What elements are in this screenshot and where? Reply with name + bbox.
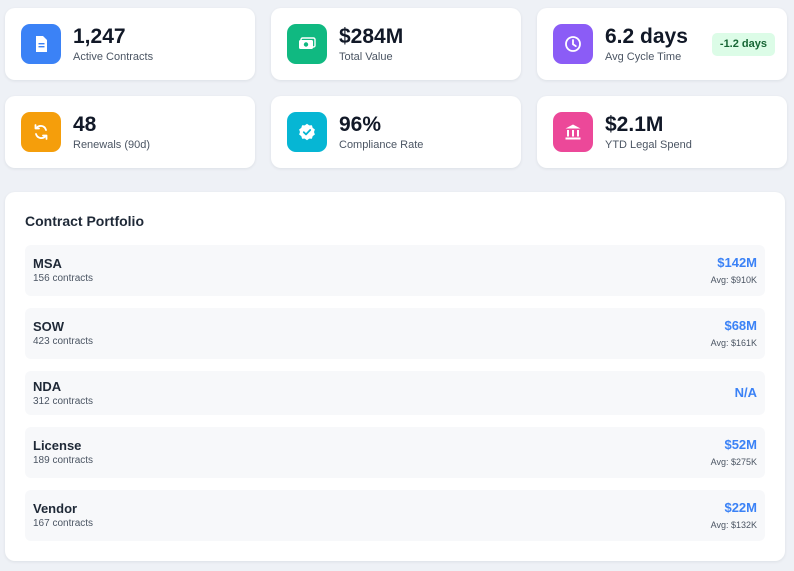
panel-title: Contract Portfolio: [25, 213, 144, 229]
cash-icon: [287, 24, 327, 64]
stat-value: 48: [73, 112, 97, 136]
stat-label: Avg Cycle Time: [605, 50, 682, 63]
portfolio-row-license[interactable]: License 189 contracts $52M Avg: $275K: [25, 427, 765, 478]
contract-count: 189 contracts: [33, 455, 94, 466]
contract-type-name: License: [33, 438, 82, 453]
contract-count: 423 contracts: [33, 336, 94, 347]
stat-value: 1,247: [73, 24, 126, 48]
stat-card-total-value[interactable]: $284M Total Value: [271, 8, 521, 80]
portfolio-row-nda[interactable]: NDA 312 contracts N/A: [25, 371, 765, 415]
verified-badge-icon: [287, 112, 327, 152]
contract-avg-value: Avg: $275K: [710, 456, 757, 467]
stat-value: 6.2 days: [605, 24, 688, 48]
stat-label: Total Value: [339, 50, 393, 63]
portfolio-row-vendor[interactable]: Vendor 167 contracts $22M Avg: $132K: [25, 490, 765, 541]
stat-label: Compliance Rate: [339, 138, 424, 151]
bank-icon: [553, 112, 593, 152]
contract-total-value: N/A: [734, 385, 757, 400]
stats-grid: 1,247 Active Contracts $284M Total Value…: [5, 8, 787, 168]
stat-card-ytd-legal-spend[interactable]: $2.1M YTD Legal Spend: [537, 96, 787, 168]
contract-count: 156 contracts: [33, 273, 94, 284]
contract-type-name: MSA: [33, 256, 62, 271]
stat-value: 96%: [339, 112, 382, 136]
stat-card-compliance-rate[interactable]: 96% Compliance Rate: [271, 96, 521, 168]
stat-value: $2.1M: [605, 112, 664, 136]
contract-type-name: Vendor: [33, 501, 78, 516]
contract-avg-value: Avg: $910K: [710, 274, 757, 285]
delta-badge: -1.2 days: [711, 33, 775, 56]
refresh-icon: [21, 112, 61, 152]
contract-type-name: NDA: [33, 378, 62, 394]
contract-avg-value: Avg: $132K: [710, 519, 757, 530]
portfolio-list: MSA 156 contracts $142M Avg: $910K SOW 4…: [25, 245, 765, 553]
document-icon: [21, 24, 61, 64]
contract-count: 167 contracts: [33, 518, 94, 529]
contract-total-value: $52M: [724, 436, 757, 452]
stat-card-active-contracts[interactable]: 1,247 Active Contracts: [5, 8, 255, 80]
stat-label: Renewals (90d): [73, 138, 151, 151]
stat-card-avg-cycle-time[interactable]: 6.2 days Avg Cycle Time -1.2 days: [537, 8, 787, 80]
contract-total-value: $22M: [724, 499, 757, 515]
portfolio-row-sow[interactable]: SOW 423 contracts $68M Avg: $161K: [25, 308, 765, 359]
stat-value: $284M: [339, 24, 404, 48]
contract-count: 312 contracts: [33, 395, 94, 407]
portfolio-row-msa[interactable]: MSA 156 contracts $142M Avg: $910K: [25, 245, 765, 296]
contract-type-name: SOW: [33, 319, 65, 334]
stat-label: Active Contracts: [73, 50, 154, 63]
contract-total-value: $142M: [717, 254, 757, 270]
stat-card-renewals[interactable]: 48 Renewals (90d): [5, 96, 255, 168]
contract-portfolio-panel: Contract Portfolio MSA 156 contracts $14…: [5, 192, 785, 561]
clock-icon: [553, 24, 593, 64]
contract-avg-value: Avg: $161K: [710, 337, 757, 348]
contract-total-value: $68M: [724, 317, 757, 333]
stat-label: YTD Legal Spend: [605, 138, 692, 151]
